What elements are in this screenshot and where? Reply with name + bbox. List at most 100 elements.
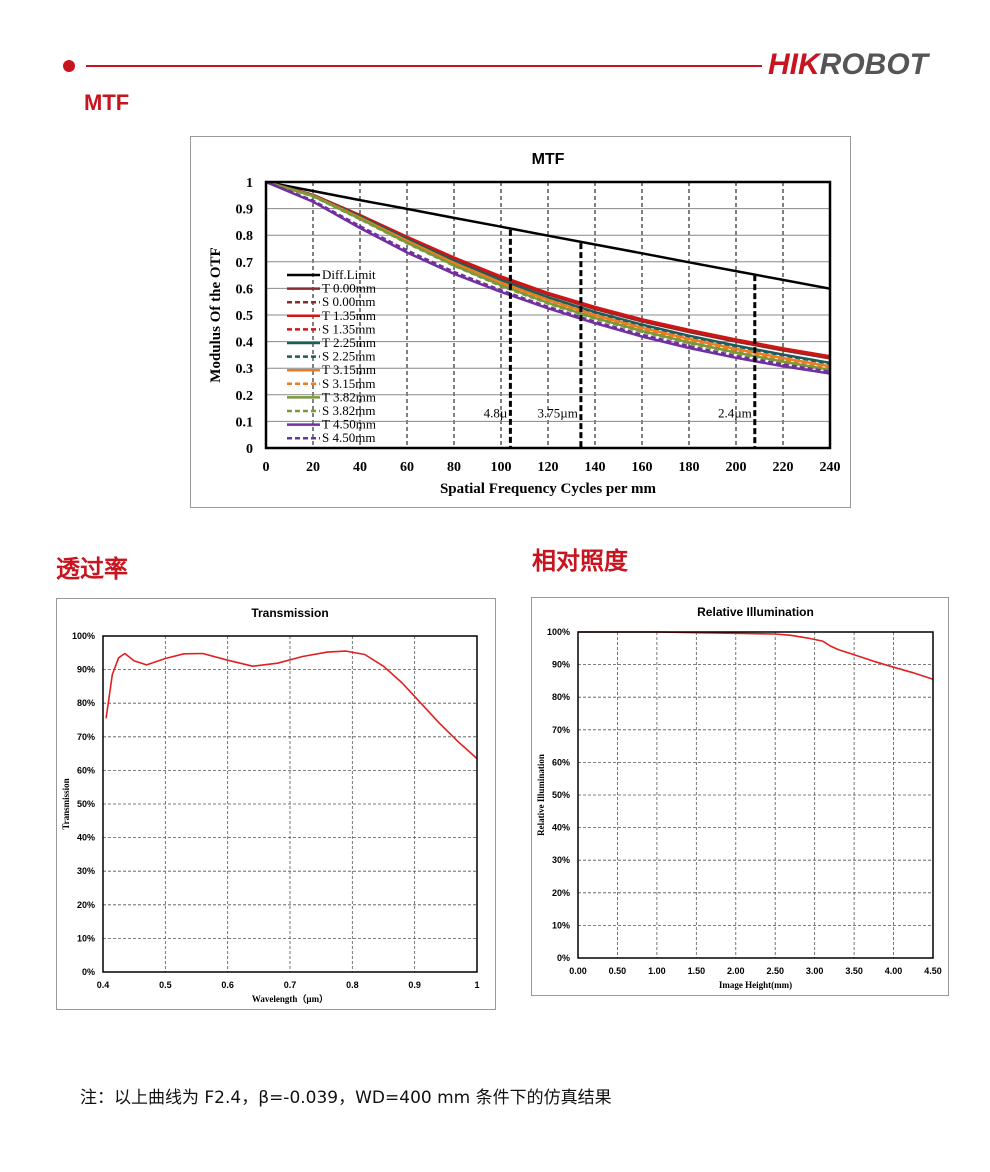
mtf-chart-panel: 0 20 40 60 80 100 120 140 160 180 200 220 240 0 0.1 0.2… (190, 136, 851, 508)
legend-label: S 3.82mm (322, 403, 375, 418)
x-tick-label: 160 (632, 460, 653, 475)
legend-label: S 4.50mm (322, 430, 375, 445)
cutoff-label: 3.75µm (538, 405, 578, 420)
x-tick-label: 0.00 (569, 966, 587, 976)
y-tick-label: 40% (552, 823, 570, 833)
y-tick-label: 0.9 (236, 203, 254, 218)
series-line (265, 180, 831, 369)
legend-label: T 4.50mm (322, 417, 376, 432)
legend-label: Diff.Limit (322, 267, 376, 282)
x-axis-label: Image Height(mm) (719, 980, 792, 990)
legend-label: T 1.35mm (322, 308, 376, 323)
x-tick-label: 4.50 (924, 966, 942, 976)
y-tick-label: 80% (552, 692, 570, 702)
legend-label: S 3.15mm (322, 376, 375, 391)
legend-label: T 3.15mm (322, 362, 376, 377)
x-tick-label: 1.50 (688, 966, 706, 976)
section-title-transmission: 透过率 (56, 556, 128, 583)
legend-label: T 0.00mm (322, 281, 376, 296)
x-tick-label: 0.8 (346, 980, 359, 990)
y-tick-label: 90% (77, 665, 95, 675)
y-axis-label: Relative Illumination (536, 754, 546, 836)
x-tick-label: 80 (447, 460, 461, 475)
x-tick-label: 240 (820, 460, 841, 475)
series-line (265, 180, 831, 372)
x-tick-label: 140 (585, 460, 606, 475)
y-tick-label: 70% (552, 725, 570, 735)
y-axis-label: Modulus Of the OTF (208, 247, 224, 382)
x-tick-label: 0.50 (609, 966, 627, 976)
x-tick-label: 180 (679, 460, 700, 475)
x-tick-label: 2.00 (727, 966, 745, 976)
y-tick-label: 0.3 (236, 362, 254, 377)
x-tick-label: 0.5 (159, 980, 172, 990)
y-tick-label: 100% (547, 627, 570, 637)
x-tick-label: 0 (263, 460, 270, 475)
section-title-illumination: 相对照度 (532, 548, 628, 575)
y-axis-label: Transmission (61, 778, 71, 829)
y-tick-label: 10% (552, 920, 570, 930)
y-tick-label: 90% (552, 660, 570, 670)
x-tick-label: 120 (538, 460, 559, 475)
x-tick-label: 1 (474, 980, 479, 990)
y-tick-label: 80% (77, 698, 95, 708)
plot-frame (577, 631, 934, 959)
legend-label: S 1.35mm (322, 321, 375, 336)
y-tick-label: 0% (557, 953, 570, 963)
x-axis-label: Wavelength（µm） (252, 994, 328, 1004)
y-tick-label: 10% (77, 933, 95, 943)
section-title-mtf: MTF (84, 90, 130, 115)
x-tick-label: 60 (400, 460, 414, 475)
y-tick-label: 50% (77, 799, 95, 809)
cutoff-label: 2.4µm (718, 405, 752, 420)
x-tick-label: 40 (353, 460, 367, 475)
cutoff-label: 4.8µ (484, 405, 508, 420)
y-tick-label: 0.2 (236, 389, 254, 404)
y-tick-label: 0.4 (236, 336, 254, 351)
header-rule (86, 65, 762, 67)
x-tick-label: 100 (491, 460, 512, 475)
series-line (265, 180, 831, 290)
y-tick-label: 0 (246, 442, 253, 457)
y-tick-label: 0% (82, 967, 95, 977)
x-tick-label: 0.6 (221, 980, 234, 990)
footnote: 注：以上曲线为 F2.4，β=-0.039，WD=400 mm 条件下的仿真结果 (80, 1088, 612, 1108)
series-line (105, 650, 478, 760)
y-tick-label: 0.8 (236, 229, 254, 244)
chart-title: MTF (532, 151, 565, 168)
y-tick-label: 70% (77, 732, 95, 742)
y-tick-label: 30% (552, 855, 570, 865)
x-tick-label: 0.7 (284, 980, 297, 990)
y-tick-label: 20% (552, 888, 570, 898)
chart-title: Relative Illumination (697, 605, 814, 619)
y-tick-label: 40% (77, 833, 95, 843)
hikrobot-logo: HIKROBOT (768, 48, 928, 81)
plot-frame (102, 635, 478, 973)
legend-label: S 2.25mm (322, 349, 375, 364)
y-tick-label: 50% (552, 790, 570, 800)
y-tick-label: 0.5 (236, 309, 254, 324)
y-tick-label: 100% (72, 631, 95, 641)
series-line (265, 180, 831, 375)
y-tick-label: 0.7 (236, 256, 254, 271)
y-tick-label: 0.6 (236, 282, 254, 297)
x-tick-label: 20 (306, 460, 320, 475)
y-tick-label: 60% (77, 765, 95, 775)
x-tick-label: 0.9 (408, 980, 421, 990)
plot-frame (264, 180, 832, 450)
legend-label: T 2.25mm (322, 335, 376, 350)
transmission-chart: 0.4 0.5 0.6 0.7 0.8 0.9 10%10%20%30%40%50%60%7… (61, 606, 480, 1004)
y-tick-label: 30% (77, 866, 95, 876)
legend-label: T 3.82mm (322, 389, 376, 404)
legend-label: S 0.00mm (322, 294, 375, 309)
illumination-chart-panel: 0.00 0.50 1.00 1.50 2.00 2.50 3.00 3.50 4.00 4.50… (531, 597, 949, 996)
x-tick-label: 0.4 (97, 980, 110, 990)
y-tick-label: 60% (552, 757, 570, 767)
x-tick-label: 1.00 (648, 966, 666, 976)
transmission-chart-panel: 0.4 0.5 0.6 0.7 0.8 0.9 1 0% 10% 20% 30% 40% 50% 60% 7… (56, 598, 496, 1010)
x-tick-label: 4.00 (885, 966, 903, 976)
illumination-chart: 0.00 0.50 1.00 1.50 2.00 2.50 3.00 3.50 4.00 4.50… (536, 605, 942, 990)
y-tick-label: 20% (77, 900, 95, 910)
x-tick-label: 3.00 (806, 966, 824, 976)
x-tick-label: 220 (773, 460, 794, 475)
